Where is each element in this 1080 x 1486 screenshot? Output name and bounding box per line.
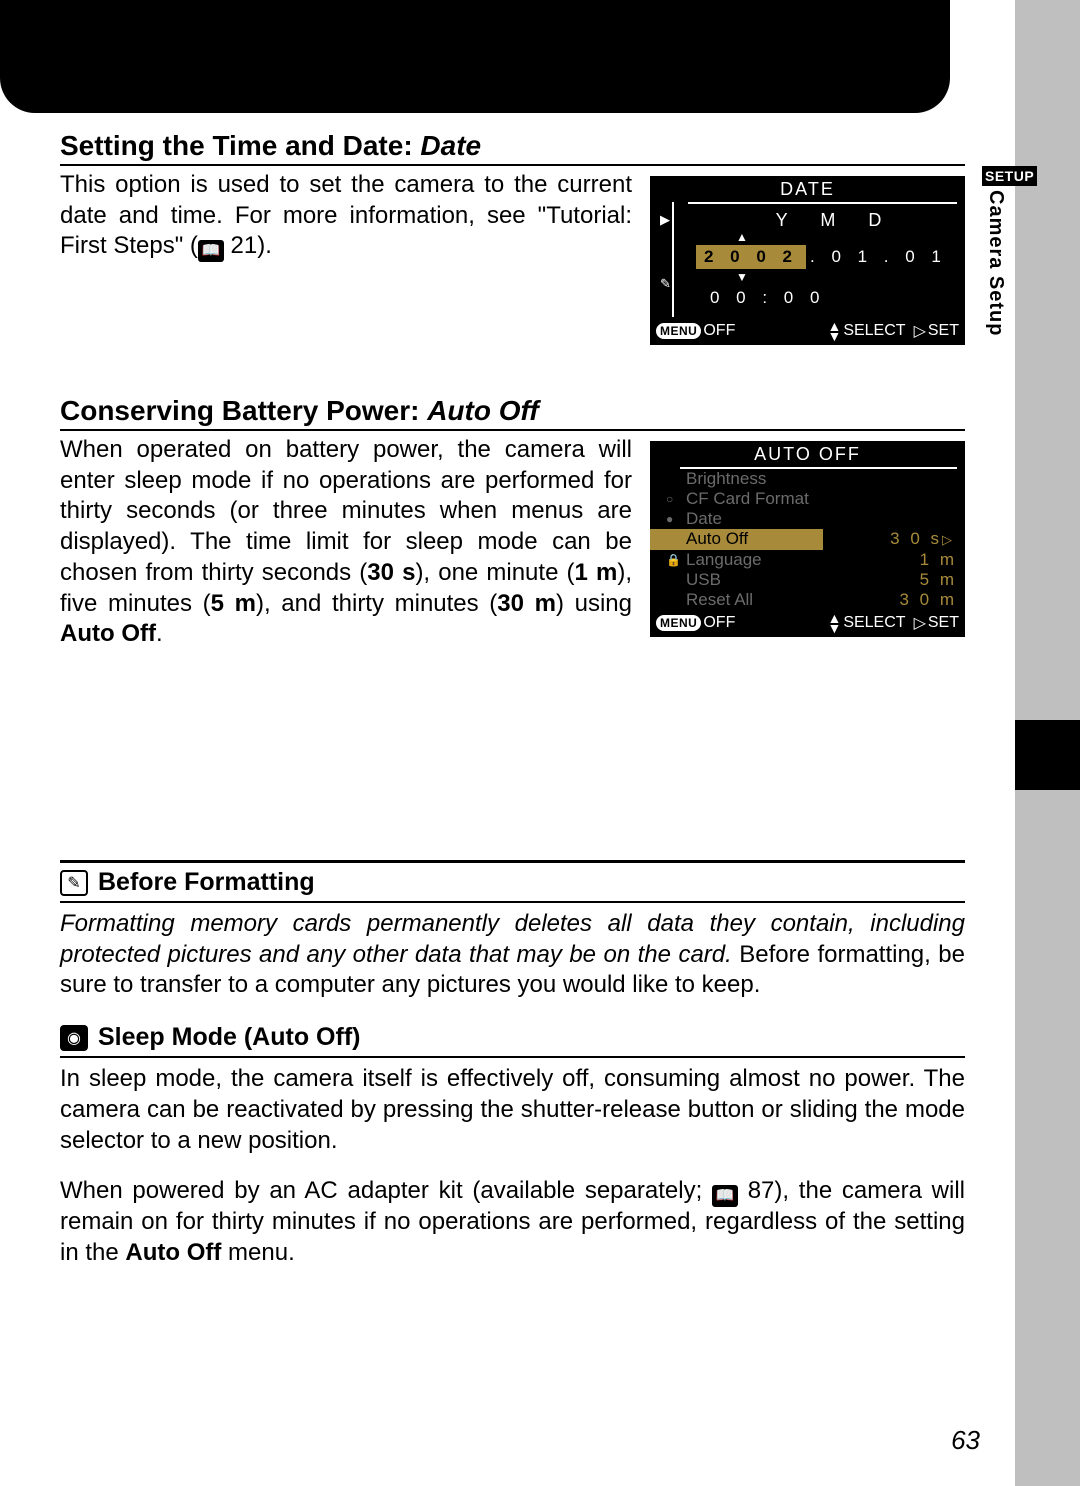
page-number: 63 [951,1425,980,1456]
menu-item-value: 3 0 m [899,590,957,610]
info-note-icon: ◉ [60,1025,88,1051]
section-date-heading: Setting the Time and Date: Date [60,130,965,166]
p2-pre: When powered by an AC adapter kit (avail… [60,1177,712,1204]
heading-text: Conserving Battery Power: [60,395,427,426]
note1-heading: ✎ Before Formatting [60,866,965,903]
text-post: 21). [224,232,272,259]
menu-item-icon: ○ [666,489,673,509]
b5: Auto Off [60,620,156,647]
side-black-tab [1015,720,1080,790]
menu-item-label: Reset All [686,590,753,610]
lcd-autooff-title: AUTO OFF [650,441,965,467]
book-ref-icon: 📖 [198,240,224,262]
section-autooff: Conserving Battery Power: Auto Off When … [60,395,965,650]
menu-item: ● Date [650,509,965,529]
menu-item: Brightness [650,469,965,489]
down-arrow-icon: ▼ [696,272,955,282]
setup-badge: SETUP [982,166,1037,186]
menu-item-label: CF Card Format [686,489,809,509]
section-date-text: This option is used to set the camera to… [60,170,632,262]
menu-item-icon: 🔒 [666,550,681,570]
b3: 5 m [211,590,256,617]
menu-item: USB 5 m [650,570,965,590]
t6: . [156,620,163,647]
note2-title: Sleep Mode (Auto Off) [98,1023,360,1052]
footer-off: OFF [703,322,735,340]
play-icon: ▶ [660,212,670,228]
heading-italic: Auto Off [427,395,538,426]
year-selected: 2 0 0 2 [696,245,806,269]
menu-item-value: 5 m [920,570,957,590]
menu-item: Auto Off 3 0 s▷ [650,529,965,550]
lcd-date-title: DATE [650,176,965,202]
t2: ), one minute ( [415,559,574,586]
lcd-footer: MENUOFF ▲▼SELECT ▷SET [650,610,965,637]
menu-item: 🔒Language 1 m [650,550,965,570]
menu-item-label: Auto Off [686,529,748,550]
menu-item-label: Brightness [686,469,766,489]
footer-select: SELECT [843,614,905,632]
heading-italic: Date [420,130,481,161]
updown-arrow-icon: ▲▼ [827,613,841,633]
pencil-note-icon: ✎ [60,870,88,896]
b1: 30 s [367,559,415,586]
lcd-date-screen: ▶ ✎ DATE Y M D ▲ 2 0 0 2. 0 1 . 0 1 ▼ 0 … [650,176,965,345]
heading-text: Setting the Time and Date: [60,130,420,161]
right-arrow-icon: ▷ [914,321,926,341]
time-value: 0 0 : 0 0 [696,282,955,316]
page-header-black [0,0,950,113]
menu-item-icon: ● [666,509,673,529]
month-day: . 0 1 . 0 1 [806,247,947,266]
lcd-autooff-screen: AUTO OFF Brightness ○ CF Card Format ● DateA… [650,441,965,637]
menu-item: ○ CF Card Format [650,489,965,509]
t5: ) using [556,590,632,617]
menu-pill: MENU [656,323,701,339]
b4: 30 m [497,590,556,617]
pencil-icon: ✎ [660,276,671,292]
menu-item-label: Language [686,550,762,570]
right-arrow-icon: ▷ [914,613,926,633]
ymd-labels: Y M D [696,208,955,232]
date-value-row: 2 0 0 2. 0 1 . 0 1 [696,242,955,272]
p2-bold: Auto Off [125,1239,221,1266]
section-autooff-heading: Conserving Battery Power: Auto Off [60,395,965,431]
menu-item: Reset All 3 0 m [650,590,965,610]
updown-arrow-icon: ▲▼ [827,321,841,341]
note2-p1: In sleep mode, the camera itself is effe… [60,1064,965,1156]
b2: 1 m [575,559,618,586]
lcd-footer: MENUOFF ▲▼SELECT ▷SET [650,318,965,345]
footer-off: OFF [703,614,735,632]
section-tab-label: Camera Setup [984,190,1007,337]
footer-select: SELECT [843,322,905,340]
note-divider [60,860,965,863]
menu-item-value: 3 0 s▷ [888,529,957,550]
note1-title: Before Formatting [98,868,315,897]
menu-list: Brightness ○ CF Card Format ● DateAuto Off 3 … [650,469,965,610]
note1-body: Formatting memory cards permanently dele… [60,909,965,1001]
note2-heading: ◉ Sleep Mode (Auto Off) [60,1021,965,1058]
menu-item-label: USB [686,570,721,590]
p2-end: menu. [221,1239,294,1266]
section-date: Setting the Time and Date: Date This opt… [60,130,965,345]
footer-set: SET [928,322,959,340]
section-autooff-text: When operated on battery power, the came… [60,435,632,650]
up-arrow-icon: ▲ [696,232,955,242]
menu-pill: MENU [656,615,701,631]
text-pre: This option is used to set the camera to… [60,171,632,259]
footer-set: SET [928,614,959,632]
menu-item-label: Date [686,509,722,529]
note2-p2: When powered by an AC adapter kit (avail… [60,1176,965,1268]
menu-item-value: 1 m [920,550,957,570]
t4: ), and thirty minutes ( [256,590,497,617]
book-ref-icon: 📖 [712,1185,738,1207]
